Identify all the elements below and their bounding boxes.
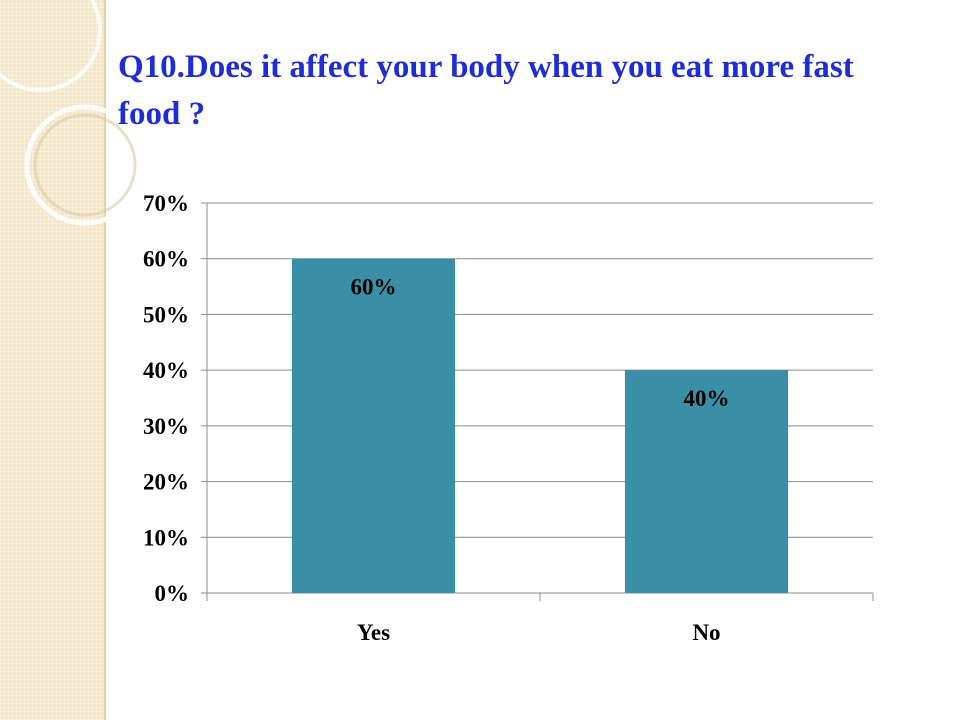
y-tick-label: 10% <box>143 525 189 550</box>
x-category-label: No <box>692 620 720 645</box>
y-tick-label: 70% <box>143 191 189 216</box>
y-tick-label: 0% <box>155 581 190 606</box>
bar-no <box>624 370 789 593</box>
data-label: 60% <box>351 275 397 300</box>
decorative-rings <box>0 0 146 226</box>
y-tick-label: 30% <box>143 414 189 439</box>
y-tick-label: 20% <box>143 470 189 495</box>
y-tick-label: 50% <box>143 302 189 327</box>
x-category-label: Yes <box>357 620 390 645</box>
ring-large-shadow <box>33 113 137 217</box>
slide-title: Q10.Does it affect your body when you ea… <box>118 49 854 132</box>
y-tick-label: 40% <box>143 358 189 383</box>
y-tick-label: 60% <box>143 247 189 272</box>
bars <box>291 258 789 593</box>
labels: 0% 10% 20% 30% 40% 50% 60% 70% 60% Yes 40% No <box>143 191 730 645</box>
data-label: 40% <box>684 386 730 411</box>
bar-yes <box>291 258 456 593</box>
ring-top <box>0 0 102 92</box>
ring-large <box>24 104 146 226</box>
